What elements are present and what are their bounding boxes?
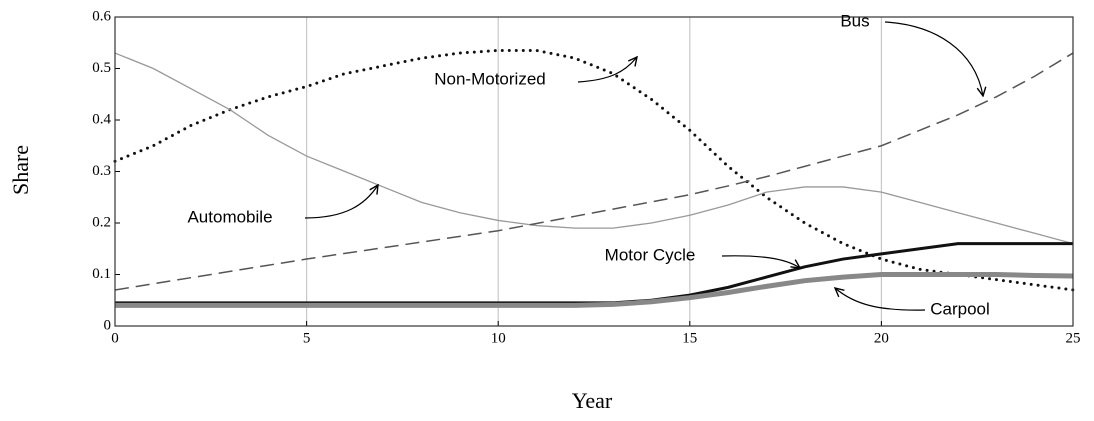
annotation: Motor Cycle — [605, 245, 696, 264]
plot-area: 0 5 10 15 20 25 0 0.1 0.2 0.3 0.4 0.5 0.6 — [92, 8, 1080, 346]
x-axis-label: Year — [572, 388, 613, 413]
y-tick-label: 0 — [104, 317, 112, 333]
annotation-arrow — [884, 21, 983, 96]
annotation-arrow — [577, 57, 637, 83]
y-tick-label: 0.4 — [92, 111, 111, 127]
annotation-arrow — [835, 288, 926, 311]
annotation: Non-Motorized — [434, 69, 546, 88]
y-tick-label: 0.1 — [92, 266, 111, 282]
y-tick-label: 0.5 — [92, 60, 111, 76]
line-series — [114, 52, 1074, 291]
y-tick-label: 0.2 — [92, 214, 111, 230]
annotation: Carpool — [930, 299, 990, 318]
x-tick-label: 5 — [303, 330, 311, 346]
annotation-arrow — [304, 185, 378, 219]
line-series — [113, 48, 1075, 292]
annotation-arrow — [721, 255, 800, 268]
x-tick-label: 20 — [874, 330, 889, 346]
line-series — [115, 272, 1074, 308]
y-tick-label: 0.6 — [92, 8, 111, 24]
annotation: Automobile — [187, 207, 272, 226]
line-series — [114, 52, 1074, 245]
x-tick-label: 25 — [1066, 330, 1081, 346]
y-axis-label: Share — [8, 145, 33, 195]
x-tick-label: 0 — [111, 330, 119, 346]
x-tick-label: 15 — [682, 330, 697, 346]
y-tick-label: 0.3 — [92, 163, 111, 179]
annotation: Bus — [840, 11, 869, 30]
x-tick-label: 10 — [491, 330, 506, 346]
plot-frame — [114, 16, 1074, 327]
